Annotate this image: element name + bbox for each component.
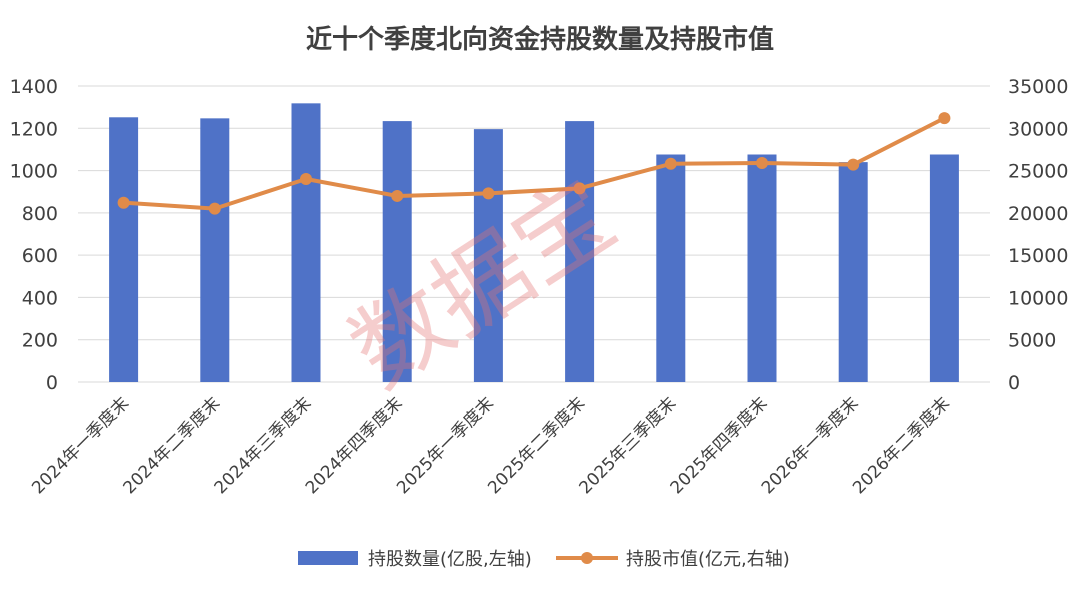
left-tick-label: 1000 [10, 161, 58, 183]
line-point [482, 187, 495, 200]
category-axis: 2024年一季度末2024年二季度末2024年三季度末2024年四季度末2025… [28, 393, 954, 498]
bar [291, 103, 321, 382]
bar [565, 121, 595, 383]
bar [382, 121, 412, 383]
left-tick-label: 200 [22, 330, 58, 352]
category-label: 2025年四季度末 [667, 393, 772, 498]
line-point [573, 182, 586, 195]
right-tick-label: 25000 [1008, 161, 1068, 183]
legend-bar-swatch [298, 551, 358, 565]
category-label: 2026年一季度末 [758, 393, 863, 498]
bar [929, 154, 959, 382]
category-label: 2025年三季度末 [575, 393, 680, 498]
category-label: 2026年二季度末 [849, 393, 954, 498]
line-point [300, 173, 312, 186]
category-label: 2025年二季度末 [484, 393, 589, 498]
left-tick-label: 800 [22, 203, 58, 225]
line-point [391, 189, 404, 202]
category-label: 2024年一季度末 [28, 393, 133, 498]
chart-title: 近十个季度北向资金持股数量及持股市值 [306, 24, 774, 55]
bar-series [109, 103, 959, 383]
left-tick-label: 1200 [10, 118, 58, 140]
bar [838, 162, 868, 382]
bar [747, 154, 777, 382]
line-series [117, 112, 951, 215]
left-tick-label: 400 [22, 287, 58, 309]
right-tick-label: 15000 [1008, 245, 1068, 267]
legend: 持股数量(亿股,左轴) 持股市值(亿元,右轴) [298, 549, 790, 570]
right-tick-label: 5000 [1008, 330, 1056, 352]
bar [473, 129, 503, 382]
line-point [117, 196, 130, 209]
line-point [208, 202, 221, 215]
left-tick-label: 600 [22, 245, 58, 267]
series-line [123, 116, 946, 211]
bar [656, 154, 686, 382]
bar [200, 118, 230, 382]
legend-line-label: 持股市值(亿元,右轴) [626, 549, 790, 570]
right-tick-label: 10000 [1008, 287, 1068, 309]
line-point [664, 157, 677, 170]
right-tick-label: 30000 [1008, 118, 1068, 140]
category-label: 2025年一季度末 [393, 393, 498, 498]
line-point [938, 112, 951, 125]
right-axis: 0 5000 10000 15000 20000 25000 30000 35000 [1008, 76, 1068, 394]
category-label: 2024年四季度末 [302, 393, 407, 498]
gridlines [78, 85, 990, 383]
line-point [756, 156, 768, 169]
legend-bar-label: 持股数量(亿股,左轴) [368, 549, 532, 570]
left-tick-label: 0 [46, 372, 58, 394]
right-tick-label: 0 [1008, 372, 1020, 394]
right-tick-label: 35000 [1008, 76, 1068, 98]
right-tick-label: 20000 [1008, 203, 1068, 225]
legend-line-marker [581, 552, 593, 564]
bar [109, 117, 139, 382]
category-label: 2024年二季度末 [119, 393, 224, 498]
left-tick-label: 1400 [10, 76, 58, 98]
left-axis: 0 200 400 600 800 1000 1200 1400 [10, 76, 58, 394]
category-label: 2024年三季度末 [211, 393, 316, 498]
line-point [847, 158, 860, 171]
